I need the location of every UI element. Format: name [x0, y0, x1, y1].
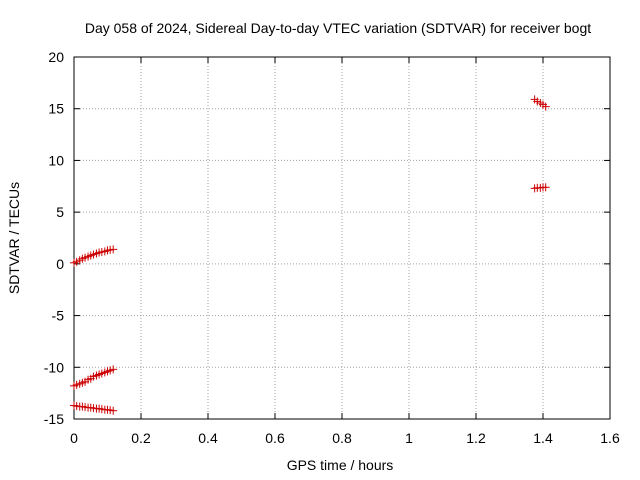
y-tick-label: 0	[56, 256, 64, 272]
chart-title: Day 058 of 2024, Sidereal Day-to-day VTE…	[85, 20, 591, 36]
y-axis-label: SDTVAR / TECUs	[6, 182, 22, 294]
data-points	[70, 95, 550, 415]
x-tick-label: 0	[70, 430, 78, 446]
x-tick-label: 1.4	[533, 430, 553, 446]
x-tick-label: 1.6	[600, 430, 620, 446]
x-tick-label: 1.2	[466, 430, 486, 446]
data-point	[109, 245, 118, 254]
data-point	[109, 365, 118, 374]
data-point	[541, 102, 550, 111]
y-tick-label: 5	[56, 204, 64, 220]
y-tick-label: -15	[44, 411, 64, 427]
x-tick-label: 0.8	[332, 430, 352, 446]
y-tick-label: 20	[48, 49, 64, 65]
axis-ticks: 0 0.2 0.4 0.6 0.8 1 1.2 1.4 1.6 -15 -10 -5 0 5 10 15 20	[44, 49, 620, 446]
x-axis-label: GPS time / hours	[287, 457, 394, 473]
x-tick-label: 1	[405, 430, 413, 446]
y-tick-label: 15	[48, 101, 64, 117]
y-tick-label: -10	[44, 359, 64, 375]
x-tick-label: 0.4	[198, 430, 218, 446]
y-tick-label: 10	[48, 152, 64, 168]
x-tick-label: 0.2	[131, 430, 151, 446]
y-tick-label: -5	[52, 308, 65, 324]
data-point	[109, 406, 118, 415]
x-tick-label: 0.6	[265, 430, 285, 446]
data-point	[541, 183, 550, 192]
plot-frame	[73, 56, 611, 420]
grid-lines	[74, 57, 610, 419]
